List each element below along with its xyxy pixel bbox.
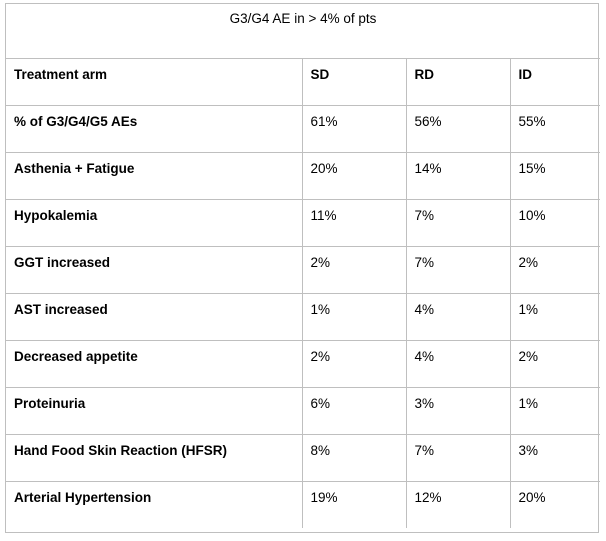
ae-table-container: G3/G4 AE in > 4% of pts Treatment arm SD…	[5, 3, 601, 533]
cell-rd: 14%	[405, 151, 511, 200]
cell-rd: 56%	[405, 104, 511, 153]
table-row: GGT increased 2% 7% 2%	[6, 245, 601, 294]
table-row: Decreased appetite 2% 4% 2%	[6, 339, 601, 388]
cell-id: 1%	[509, 386, 601, 435]
cell-id: 2%	[509, 339, 601, 388]
cell-sd: 61%	[301, 104, 407, 153]
row-label: GGT increased	[6, 245, 303, 294]
cell-id: 2%	[509, 245, 601, 294]
cell-id: 1%	[509, 292, 601, 341]
cell-sd: 11%	[301, 198, 407, 247]
row-label: Hand Food Skin Reaction (HFSR)	[6, 433, 303, 482]
cell-id: 15%	[509, 151, 601, 200]
cell-sd: 19%	[301, 480, 407, 528]
header-treatment-arm: Treatment arm	[6, 57, 303, 106]
cell-sd: 20%	[301, 151, 407, 200]
cell-id: 20%	[509, 480, 601, 528]
header-sd: SD	[301, 57, 407, 106]
cell-sd: 2%	[301, 245, 407, 294]
table-row: Hand Food Skin Reaction (HFSR) 8% 7% 3%	[6, 433, 601, 482]
header-rd: RD	[405, 57, 511, 106]
cell-rd: 7%	[405, 198, 511, 247]
cell-rd: 12%	[405, 480, 511, 528]
cell-sd: 1%	[301, 292, 407, 341]
table-row: Hypokalemia 11% 7% 10%	[6, 198, 601, 247]
cell-rd: 7%	[405, 245, 511, 294]
table-title: G3/G4 AE in > 4% of pts	[6, 4, 601, 59]
cell-sd: 2%	[301, 339, 407, 388]
cell-rd: 7%	[405, 433, 511, 482]
cell-sd: 8%	[301, 433, 407, 482]
row-label: Asthenia + Fatigue	[6, 151, 303, 200]
table-row: % of G3/G4/G5 AEs 61% 56% 55%	[6, 104, 601, 153]
row-label: Decreased appetite	[6, 339, 303, 388]
table-row: Arterial Hypertension 19% 12% 20%	[6, 480, 601, 528]
table-row: AST increased 1% 4% 1%	[6, 292, 601, 341]
header-id: ID	[509, 57, 601, 106]
cell-rd: 3%	[405, 386, 511, 435]
row-label: Hypokalemia	[6, 198, 303, 247]
row-label: AST increased	[6, 292, 303, 341]
row-label: % of G3/G4/G5 AEs	[6, 104, 303, 153]
cell-rd: 4%	[405, 339, 511, 388]
row-label: Proteinuria	[6, 386, 303, 435]
cell-sd: 6%	[301, 386, 407, 435]
cell-rd: 4%	[405, 292, 511, 341]
table-header-row: Treatment arm SD RD ID	[6, 57, 601, 106]
table-row: Proteinuria 6% 3% 1%	[6, 386, 601, 435]
ae-table: G3/G4 AE in > 4% of pts Treatment arm SD…	[6, 4, 601, 528]
cell-id: 3%	[509, 433, 601, 482]
row-label: Arterial Hypertension	[6, 480, 303, 528]
table-row: Asthenia + Fatigue 20% 14% 15%	[6, 151, 601, 200]
table-title-row: G3/G4 AE in > 4% of pts	[6, 4, 601, 59]
cell-id: 10%	[509, 198, 601, 247]
cell-id: 55%	[509, 104, 601, 153]
